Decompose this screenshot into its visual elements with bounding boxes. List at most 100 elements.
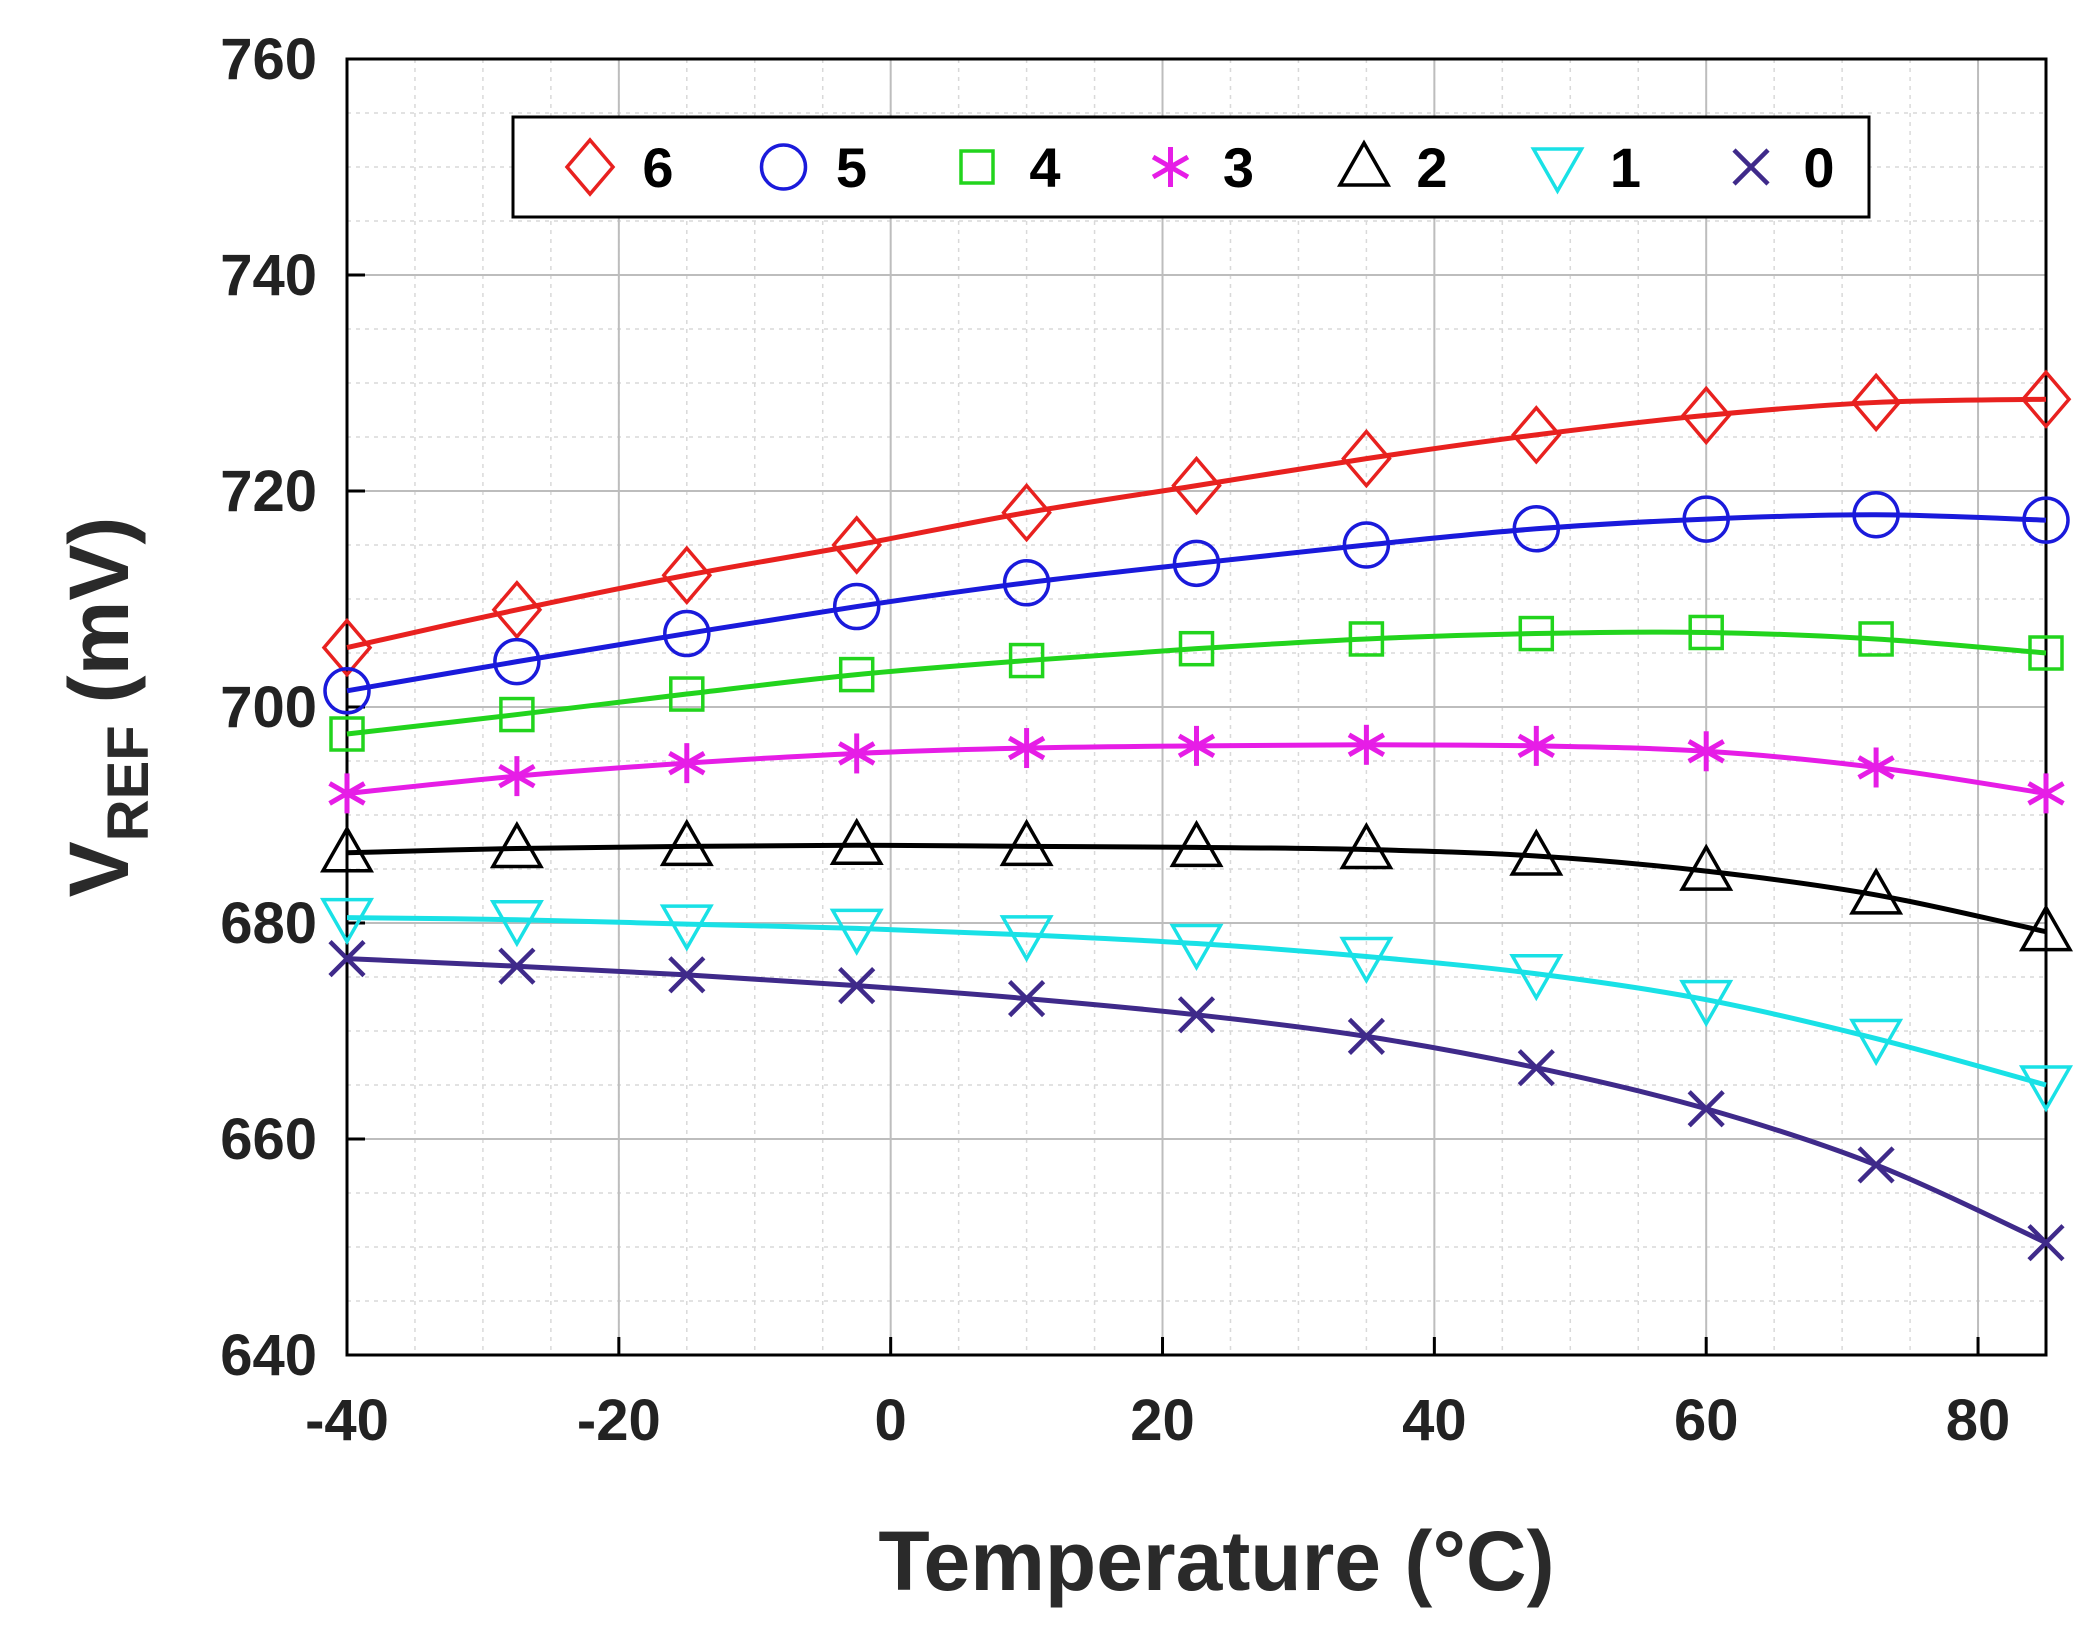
series-3 [328,724,2065,814]
data-point-5 [1342,521,1391,569]
y-tick-label: 720 [220,459,317,524]
series-6 [321,369,2072,678]
y-axis-title-unit: (mV) [52,517,146,704]
data-point-1 [2018,1065,2074,1113]
data-point-4 [2028,635,2064,671]
data-point-5 [323,667,371,715]
legend-label-6: 6 [642,136,673,199]
series-1 [319,897,2074,1113]
legend-item-3: 3 [1151,136,1254,199]
x-tick-labels: -40 -20 0 20 40 60 80 [305,1337,2010,1453]
data-point-3 [1177,725,1216,766]
legend-box [511,115,1871,219]
data-point-1 [489,900,544,948]
x-tick-label: 60 [1674,1388,1739,1453]
data-point-3 [838,733,876,774]
data-point-3 [668,743,706,784]
data-point-0 [498,947,536,985]
series-line-5 [346,512,2047,694]
legend-label-1: 1 [1610,136,1641,199]
data-point-4 [1858,621,1894,657]
data-point-3 [1517,725,1555,766]
legend-marker-3 [1151,147,1190,187]
data-point-6 [1001,482,1052,543]
data-point-3 [1687,731,1725,772]
data-point-5 [493,637,541,686]
series-line-4 [346,629,2047,737]
data-point-0 [1347,1017,1385,1055]
legend-label-3: 3 [1223,136,1254,199]
x-tick-label: 80 [1946,1388,2011,1453]
legend-item-0: 0 [1732,136,1835,199]
data-point-6 [1171,455,1222,516]
legend: 6 5 4 3 2 1 0 [511,115,1871,219]
data-point-3 [2027,773,2065,814]
data-point-4 [1008,642,1045,679]
y-tick-label: 660 [220,1107,317,1172]
data-point-1 [1509,954,1564,1002]
data-point-2 [1509,828,1564,876]
data-point-1 [659,904,714,952]
legend-label-5: 5 [836,136,867,199]
major-grid [346,58,2046,1356]
data-point-6 [491,580,543,640]
data-point-6 [2020,369,2072,429]
data-point-5 [663,609,711,658]
data-point-0 [1687,1090,1725,1128]
svg-text:VREF(mV): VREF (mV) [52,517,161,898]
x-tick-label: -20 [577,1388,661,1453]
legend-marker-5 [759,143,808,191]
legend-marker-2 [1336,139,1392,187]
data-point-1 [1339,936,1394,985]
y-axis-title-main: V [52,841,146,897]
y-axis-title-subscript: REF [96,725,161,841]
data-point-4 [499,696,535,733]
data-point-2 [659,818,714,867]
legend-marker-6 [564,137,616,197]
data-point-6 [1511,405,1562,465]
series-4 [329,614,2064,752]
data-point-2 [1339,822,1394,870]
legend-item-1: 1 [1530,136,1641,199]
x-tick-label: 20 [1130,1388,1195,1453]
data-point-3 [498,756,536,797]
data-point-1 [319,897,375,946]
data-point-2 [1679,843,1734,891]
data-point-0 [1008,980,1046,1018]
data-point-3 [328,773,366,814]
data-point-4 [1518,615,1555,652]
legend-marker-0 [1732,148,1770,186]
data-point-0 [1517,1049,1555,1087]
data-point-5 [1852,491,1900,539]
data-point-4 [1688,614,1724,651]
data-point-5 [1682,495,1730,543]
data-point-4 [1178,630,1215,667]
series-0 [328,940,2065,1262]
data-point-5 [1002,559,1051,607]
data-point-3 [1857,747,1895,788]
data-point-1 [829,908,884,956]
data-point-5 [2022,496,2070,544]
legend-marker-4 [959,149,995,185]
y-tick-label: 760 [220,27,317,92]
data-point-0 [328,940,366,978]
data-point-1 [1679,979,1734,1028]
data-point-2 [1169,819,1224,868]
series-5 [323,491,2070,715]
data-point-1 [999,915,1054,963]
data-point-6 [1680,385,1732,446]
data-point-1 [1169,923,1224,972]
series-line-0 [346,956,2048,1245]
data-point-5 [832,582,881,631]
data-point-2 [999,818,1054,867]
data-point-4 [669,676,705,712]
series-line-1 [346,915,2047,1088]
data-point-0 [838,967,876,1005]
data-point-0 [1177,996,1216,1034]
data-point-2 [2018,904,2074,952]
x-tick-label: 40 [1402,1388,1467,1453]
data-point-6 [831,515,882,575]
data-point-6 [1341,428,1392,489]
y-tick-label: 700 [220,675,317,740]
data-point-4 [329,716,365,752]
